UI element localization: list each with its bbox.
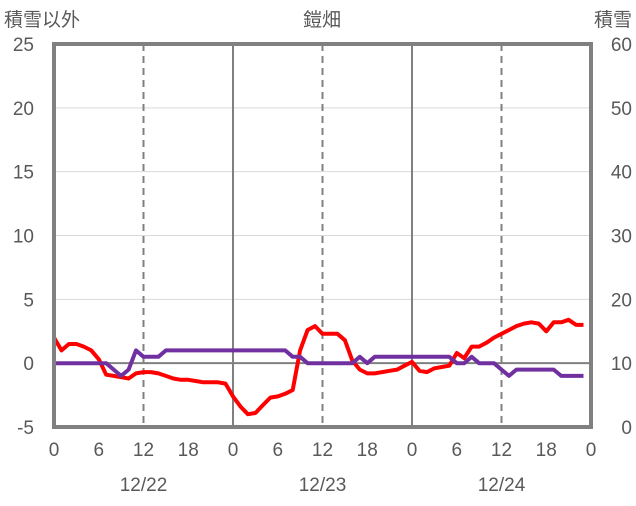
x-tick-label: 18 xyxy=(536,440,557,461)
x-tick-label: 18 xyxy=(178,440,199,461)
left-tick-label: 20 xyxy=(13,99,34,120)
plot-frame xyxy=(52,42,593,429)
date-label: 12/22 xyxy=(120,475,168,496)
right-tick-label: 40 xyxy=(611,163,632,184)
right-tick-label: 0 xyxy=(621,418,632,439)
x-tick-label: 12 xyxy=(491,440,512,461)
x-tick-label: 6 xyxy=(451,440,462,461)
right-tick-label: 30 xyxy=(611,227,632,248)
right-tick-label: 60 xyxy=(611,35,632,56)
grid xyxy=(54,44,591,427)
x-tick-label: 0 xyxy=(49,440,60,461)
x-tick-label: 6 xyxy=(272,440,283,461)
right-tick-label: 20 xyxy=(611,290,632,311)
right-tick-label: 50 xyxy=(611,99,632,120)
series-line-snow-depth xyxy=(54,348,584,378)
x-tick-label: 0 xyxy=(407,440,418,461)
date-label: 12/24 xyxy=(478,475,526,496)
left-tick-label: 10 xyxy=(13,227,34,248)
series-line-other xyxy=(52,317,584,417)
x-tick-label: 12 xyxy=(312,440,333,461)
right-axis-label: 積雪 xyxy=(594,9,632,31)
left-tick-label: 25 xyxy=(13,35,34,56)
x-tick-label: 18 xyxy=(357,440,378,461)
date-label: 12/23 xyxy=(299,475,347,496)
x-tick-label: 0 xyxy=(586,440,597,461)
right-tick-label: 10 xyxy=(611,354,632,375)
x-tick-label: 6 xyxy=(93,440,104,461)
series xyxy=(52,317,584,417)
chart-title: 鎧畑 xyxy=(303,9,341,31)
left-tick-label: 5 xyxy=(23,290,34,311)
x-tick-label: 12 xyxy=(133,440,154,461)
left-tick-label: -5 xyxy=(17,418,34,439)
left-tick-label: 15 xyxy=(13,163,34,184)
x-tick-label: 0 xyxy=(228,440,239,461)
left-tick-label: 0 xyxy=(23,354,34,375)
left-axis-label: 積雪以外 xyxy=(4,9,80,31)
